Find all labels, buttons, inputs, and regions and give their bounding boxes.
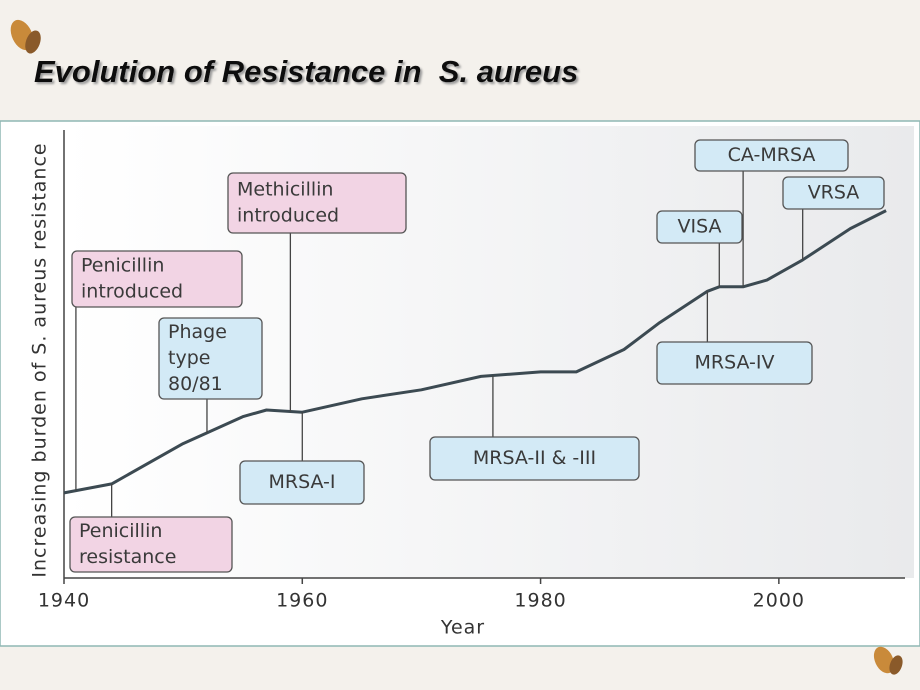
annotation-label: introduced: [81, 281, 183, 303]
x-tick-label: 1940: [38, 590, 90, 612]
annotation-label: Penicillin: [79, 520, 162, 542]
x-tick-label: 2000: [753, 590, 805, 612]
annotation-label: 80/81: [168, 373, 223, 395]
annotation-label: introduced: [237, 205, 339, 227]
annotation-box: [782, 176, 885, 210]
resistance-curve: [63, 209, 887, 495]
annotation-label: resistance: [79, 546, 176, 568]
butterfly-icon: [10, 19, 41, 54]
slide-title: Evolution of Resistance in S. aureus: [34, 54, 578, 89]
annotation-label: MRSA-I: [268, 471, 335, 493]
annotation-label: VISA: [677, 216, 721, 238]
annotation-box: [71, 250, 243, 308]
annotation-label: Phage: [168, 321, 227, 343]
annotation-label: CA-MRSA: [728, 144, 816, 166]
annotation-label: MRSA-II & -III: [473, 447, 596, 469]
x-tick-label: 1980: [514, 590, 566, 612]
annotation-label: Penicillin: [81, 255, 164, 277]
annotation-label: type: [168, 347, 210, 369]
x-axis-label: Year: [440, 617, 485, 639]
butterfly-icon: [873, 646, 903, 675]
annotation-box: [694, 139, 849, 172]
annotation-box: [656, 210, 743, 244]
x-tick-label: 1960: [276, 590, 328, 612]
annotation-label: Methicillin: [237, 179, 333, 201]
annotation-box: [227, 172, 407, 234]
annotation-box: [158, 317, 263, 400]
annotation-box: [429, 436, 640, 481]
annotation-label: MRSA-IV: [694, 352, 774, 374]
annotation-box: [69, 516, 233, 573]
annotation-label: VRSA: [808, 182, 860, 204]
annotation-box: [656, 341, 813, 385]
y-axis-label: Increasing burden of S. aureus resistanc…: [29, 142, 51, 577]
annotation-box: [239, 460, 365, 505]
